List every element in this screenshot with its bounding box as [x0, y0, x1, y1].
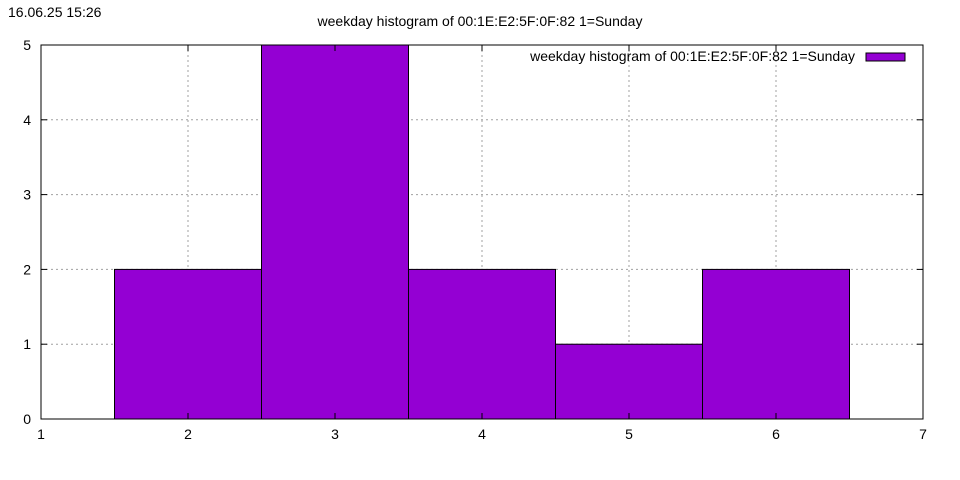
x-tick-label: 5 — [625, 426, 633, 442]
x-tick-label: 7 — [919, 426, 927, 442]
x-tick-label: 3 — [331, 426, 339, 442]
histogram-bar — [261, 44, 409, 420]
bars — [114, 44, 850, 420]
y-tick-label: 3 — [23, 187, 31, 203]
timestamp: 16.06.25 15:26 — [8, 4, 102, 20]
x-tick-label: 1 — [37, 426, 45, 442]
chart-title: weekday histogram of 00:1E:E2:5F:0F:82 1… — [317, 13, 643, 29]
y-tick-label: 4 — [23, 112, 31, 128]
x-tick-label: 2 — [184, 426, 192, 442]
legend: weekday histogram of 00:1E:E2:5F:0F:82 1… — [529, 48, 906, 64]
legend-swatch — [865, 52, 906, 62]
histogram-bar — [555, 343, 703, 420]
histogram-bar — [408, 268, 556, 420]
y-tick-label: 1 — [23, 336, 31, 352]
y-tick-label: 2 — [23, 261, 31, 277]
y-tick-label: 5 — [23, 37, 31, 53]
x-tick-label: 4 — [478, 426, 486, 442]
legend-label: weekday histogram of 00:1E:E2:5F:0F:82 1… — [529, 48, 855, 64]
x-tick-label: 6 — [772, 426, 780, 442]
histogram-bar — [114, 268, 262, 420]
y-tick-label: 0 — [23, 411, 31, 427]
histogram-bar — [702, 268, 850, 420]
